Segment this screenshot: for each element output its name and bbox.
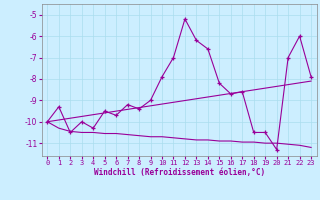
X-axis label: Windchill (Refroidissement éolien,°C): Windchill (Refroidissement éolien,°C) [94, 168, 265, 177]
